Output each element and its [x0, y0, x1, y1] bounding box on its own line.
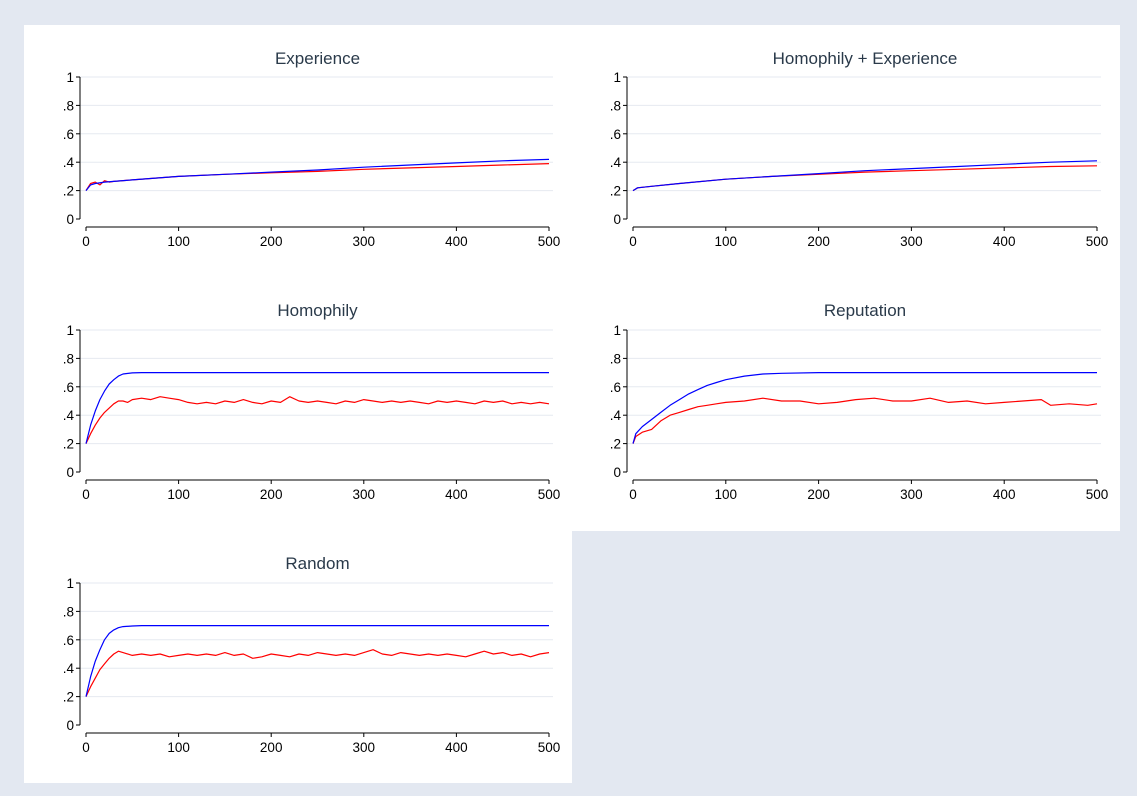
y-tick-label: .8 — [610, 351, 621, 366]
y-tick-label: 0 — [613, 212, 621, 227]
x-tick-label: 200 — [807, 487, 830, 502]
x-tick-label: 300 — [353, 740, 376, 755]
y-tick-label: .4 — [63, 661, 75, 676]
y-tick-label: 1 — [66, 576, 74, 591]
series-line-blue — [85, 372, 549, 444]
y-tick-label: 0 — [66, 212, 74, 227]
x-tick-label: 500 — [1086, 234, 1109, 249]
y-tick-label: 0 — [66, 718, 74, 733]
y-tick-label: .6 — [63, 127, 74, 142]
y-tick-label: .6 — [610, 380, 621, 395]
series-line-red — [85, 649, 550, 697]
x-tick-label: 300 — [900, 487, 923, 502]
chart-panel-0: Experience 0 .2 .4 .6 .8 1 0 100 200 300 400 500 — [63, 49, 561, 249]
chart-title: Random — [285, 554, 349, 573]
x-tick-label: 500 — [538, 487, 561, 502]
x-tick-label: 400 — [445, 740, 468, 755]
chart-panel-3: Reputation 0 .2 .4 .6 .8 1 0 100 200 300 400 500 — [610, 301, 1109, 502]
x-tick-label: 200 — [260, 740, 283, 755]
y-tick-label: 0 — [66, 465, 74, 480]
x-tick-label: 100 — [715, 487, 738, 502]
y-tick-label: .6 — [610, 127, 621, 142]
chart-title: Homophily — [277, 301, 358, 320]
x-tick-label: 300 — [353, 234, 376, 249]
y-tick-label: .6 — [63, 633, 74, 648]
x-tick-label: 500 — [538, 234, 561, 249]
chart-title: Reputation — [824, 301, 906, 320]
x-tick-label: 300 — [353, 487, 376, 502]
x-tick-label: 500 — [1086, 487, 1109, 502]
y-tick-label: .8 — [63, 98, 74, 113]
series-line-blue — [632, 160, 1098, 192]
x-tick-label: 0 — [629, 487, 637, 502]
x-tick-label: 0 — [82, 234, 90, 249]
series-line-blue — [85, 158, 550, 191]
y-tick-label: .2 — [63, 184, 74, 199]
plot-region-top — [24, 25, 1120, 531]
series-line-red — [632, 165, 1098, 192]
plot-region-bottom — [24, 531, 572, 783]
y-tick-label: .8 — [63, 604, 74, 619]
x-tick-label: 200 — [260, 234, 283, 249]
series-line-red — [85, 163, 550, 191]
y-tick-label: .8 — [63, 351, 74, 366]
y-tick-label: 0 — [613, 465, 621, 480]
x-tick-label: 400 — [993, 487, 1016, 502]
y-tick-label: .2 — [610, 437, 621, 452]
y-tick-label: .8 — [610, 98, 621, 113]
chart-title: Homophily + Experience — [773, 49, 958, 68]
chart-panel-2: Homophily 0 .2 .4 .6 .8 1 0 100 200 300 400 500 — [63, 301, 561, 502]
y-tick-label: 1 — [66, 323, 74, 338]
series-line-red — [85, 396, 550, 444]
y-tick-label: .2 — [610, 184, 621, 199]
chart-panel-4: Random 0 .2 .4 .6 .8 1 0 100 200 300 400 500 — [63, 554, 561, 755]
chart-title: Experience — [275, 49, 360, 68]
chart-panel-1: Homophily + Experience 0 .2 .4 .6 .8 1 0 100 200 3… — [610, 49, 1109, 249]
y-tick-label: .6 — [63, 380, 74, 395]
x-tick-label: 500 — [538, 740, 561, 755]
y-tick-label: 1 — [613, 70, 621, 85]
y-tick-label: .4 — [610, 155, 622, 170]
series-line-blue — [85, 625, 549, 697]
x-tick-label: 100 — [167, 234, 190, 249]
x-tick-label: 100 — [167, 740, 190, 755]
x-tick-label: 400 — [993, 234, 1016, 249]
y-tick-label: 1 — [66, 70, 74, 85]
x-tick-label: 0 — [82, 740, 90, 755]
series-line-red — [632, 397, 1098, 444]
x-tick-label: 400 — [445, 234, 468, 249]
y-tick-label: .2 — [63, 690, 74, 705]
y-tick-label: 1 — [613, 323, 621, 338]
x-tick-label: 300 — [900, 234, 923, 249]
x-tick-label: 100 — [167, 487, 190, 502]
y-tick-label: .4 — [610, 408, 622, 423]
x-tick-label: 0 — [82, 487, 90, 502]
y-tick-label: .4 — [63, 155, 75, 170]
x-tick-label: 400 — [445, 487, 468, 502]
x-tick-label: 100 — [715, 234, 738, 249]
y-tick-label: .4 — [63, 408, 75, 423]
y-tick-label: .2 — [63, 437, 74, 452]
x-tick-label: 0 — [629, 234, 637, 249]
series-line-blue — [632, 372, 1097, 444]
x-tick-label: 200 — [807, 234, 830, 249]
x-tick-label: 200 — [260, 487, 283, 502]
